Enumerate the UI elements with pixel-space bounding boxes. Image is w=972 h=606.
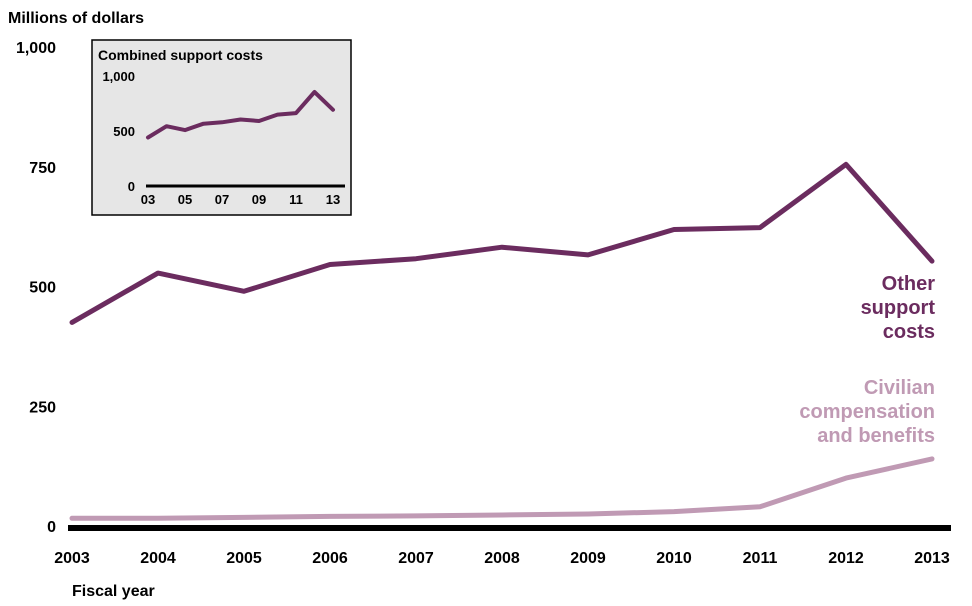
inset-y-tick-label: 1,000 bbox=[102, 69, 135, 84]
y-tick-label: 250 bbox=[29, 399, 56, 416]
y-tick-label: 750 bbox=[29, 160, 56, 177]
x-tick-label: 2006 bbox=[312, 550, 348, 567]
x-tick-label: 2003 bbox=[54, 550, 90, 567]
x-axis-title: Fiscal year bbox=[72, 583, 155, 600]
x-tick-label: 2010 bbox=[656, 550, 692, 567]
x-tick-label: 2004 bbox=[140, 550, 176, 567]
series-label-1: Civilian bbox=[864, 377, 935, 399]
series-line-0 bbox=[69, 161, 935, 325]
inset-x-tick-label: 09 bbox=[252, 192, 266, 207]
inset-x-tick-label: 07 bbox=[215, 192, 229, 207]
x-tick-label: 2013 bbox=[914, 550, 950, 567]
y-tick-label: 0 bbox=[47, 519, 56, 536]
x-tick-label: 2009 bbox=[570, 550, 606, 567]
inset-y-tick-label: 0 bbox=[128, 179, 135, 194]
inset-x-tick-label: 13 bbox=[326, 192, 340, 207]
inset-title: Combined support costs bbox=[98, 47, 263, 63]
inset-chart: Combined support costs 0 500 1,000 03 05 07 09… bbox=[91, 39, 352, 216]
y-axis-title: Millions of dollars bbox=[8, 10, 144, 27]
series-label-1: and benefits bbox=[817, 425, 935, 447]
inset-y-tick-label: 500 bbox=[113, 124, 135, 139]
inset-x-tick-label: 05 bbox=[178, 192, 192, 207]
x-tick-label: 2007 bbox=[398, 550, 434, 567]
x-tick-label: 2011 bbox=[743, 550, 778, 567]
series-label-0: Other bbox=[882, 273, 936, 295]
x-tick-label: 2012 bbox=[828, 550, 864, 567]
main-plot: 0 250 500 750 1,000 2003 2004 2005 2006 2007 2008 2… bbox=[16, 40, 951, 567]
series-line-1 bbox=[69, 456, 935, 521]
series-label-0: costs bbox=[883, 321, 935, 343]
inset-x-tick-label: 03 bbox=[141, 192, 155, 207]
inset-plot: 0 500 1,000 03 05 07 09 11 13 bbox=[102, 69, 345, 207]
y-tick-label: 1,000 bbox=[16, 40, 56, 57]
x-tick-label: 2008 bbox=[484, 550, 520, 567]
inset-series-line bbox=[146, 90, 335, 140]
series-label-0: support bbox=[861, 297, 936, 319]
inset-x-tick-label: 11 bbox=[289, 192, 303, 207]
series-label-1: compensation bbox=[799, 401, 935, 423]
y-tick-label: 500 bbox=[29, 280, 56, 297]
x-tick-label: 2005 bbox=[226, 550, 262, 567]
